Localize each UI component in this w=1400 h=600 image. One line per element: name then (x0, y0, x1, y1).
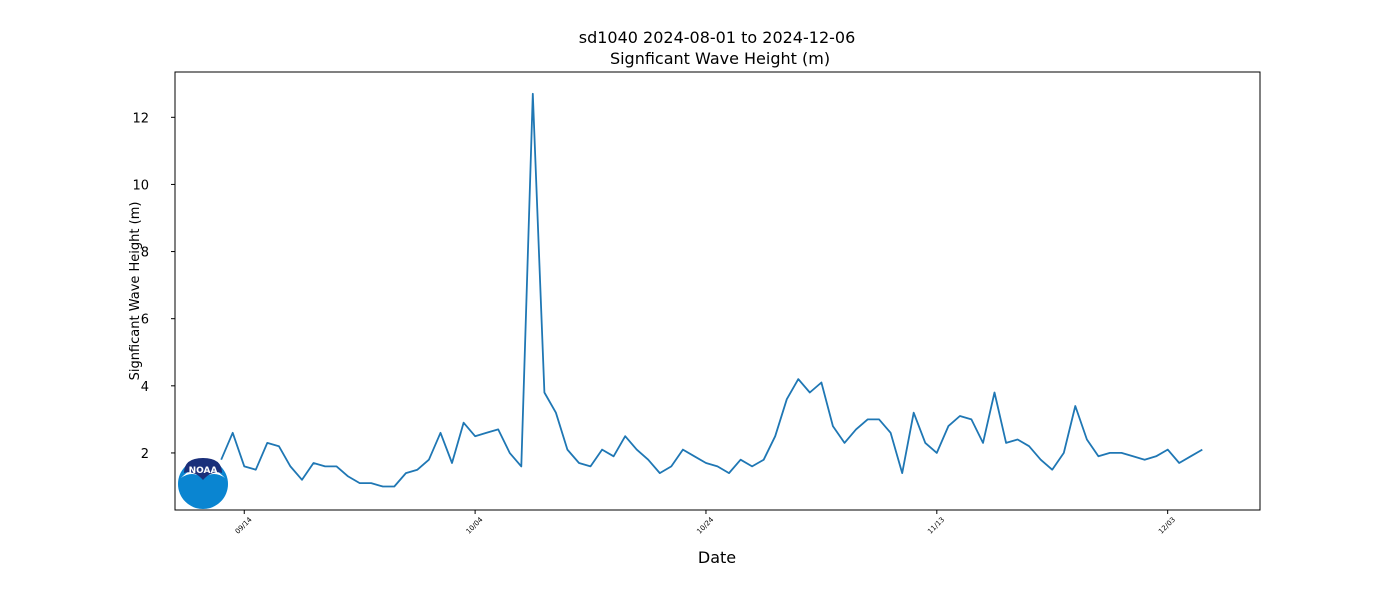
y-tick-label: 4 (141, 380, 149, 395)
y-tick-label: 8 (141, 246, 149, 261)
logo: NOAA (178, 458, 228, 509)
plot-frame (174, 71, 1261, 511)
data-line (220, 92, 1203, 488)
logo-top (184, 458, 222, 480)
y-axis-label: Signficant Wave Height (m) (128, 202, 143, 381)
y-tick-label: 12 (132, 111, 149, 126)
chart-title: sd1040 2024-08-01 to 2024-12-06 (579, 28, 856, 47)
y-tick-label: 2 (141, 447, 149, 462)
y-tick-label: 6 (141, 313, 149, 328)
x-tick-label: 10/04 (465, 515, 485, 535)
y-tick-label: 10 (132, 178, 149, 193)
x-tick-label: 11/13 (926, 516, 946, 536)
x-tick-label: 12/03 (1157, 516, 1177, 536)
x-tick-label: 10/24 (695, 515, 715, 535)
x-axis-label: Date (698, 548, 736, 567)
chart-subtitle: Signficant Wave Height (m) (610, 49, 830, 68)
x-tick-label: 09/14 (234, 515, 254, 535)
logo-text: NOAA (189, 466, 218, 476)
